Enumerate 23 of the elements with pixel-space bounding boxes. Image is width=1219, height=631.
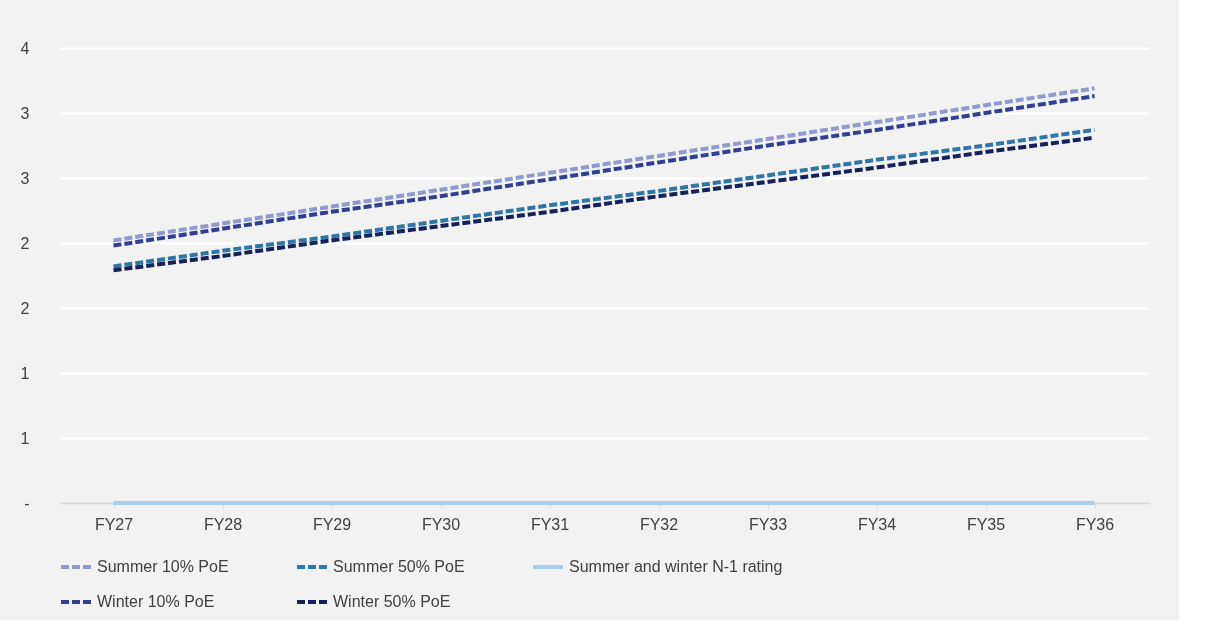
y-tick-label: 2: [20, 299, 30, 317]
x-tick-label: FY27: [94, 515, 134, 533]
x-tick-label: FY29: [312, 515, 352, 533]
legend-label: Winter 50% PoE: [333, 593, 451, 610]
y-tick-label: 1: [20, 364, 30, 382]
x-tick-label: FY34: [857, 515, 897, 533]
legend-label: Summer 50% PoE: [333, 558, 465, 575]
y-tick-label: 2: [20, 234, 30, 252]
y-tick-label: -: [24, 494, 30, 512]
legend-label: Summer 10% PoE: [97, 558, 229, 575]
x-tick-label: FY33: [748, 515, 788, 533]
y-tick-label: 1: [20, 429, 30, 447]
y-tick-label: 3: [20, 169, 30, 187]
x-tick-label: FY31: [530, 515, 570, 533]
legend-label: Winter 10% PoE: [97, 593, 215, 610]
x-tick-label: FY32: [639, 515, 679, 533]
y-tick-label: 3: [20, 104, 30, 122]
x-tick-label: FY28: [203, 515, 243, 533]
legend-label: Summer and winter N-1 rating: [569, 558, 783, 575]
y-tick-label: 4: [20, 39, 30, 57]
x-tick-label: FY35: [966, 515, 1006, 533]
x-tick-label: FY30: [421, 515, 461, 533]
x-tick-label: FY36: [1075, 515, 1115, 533]
